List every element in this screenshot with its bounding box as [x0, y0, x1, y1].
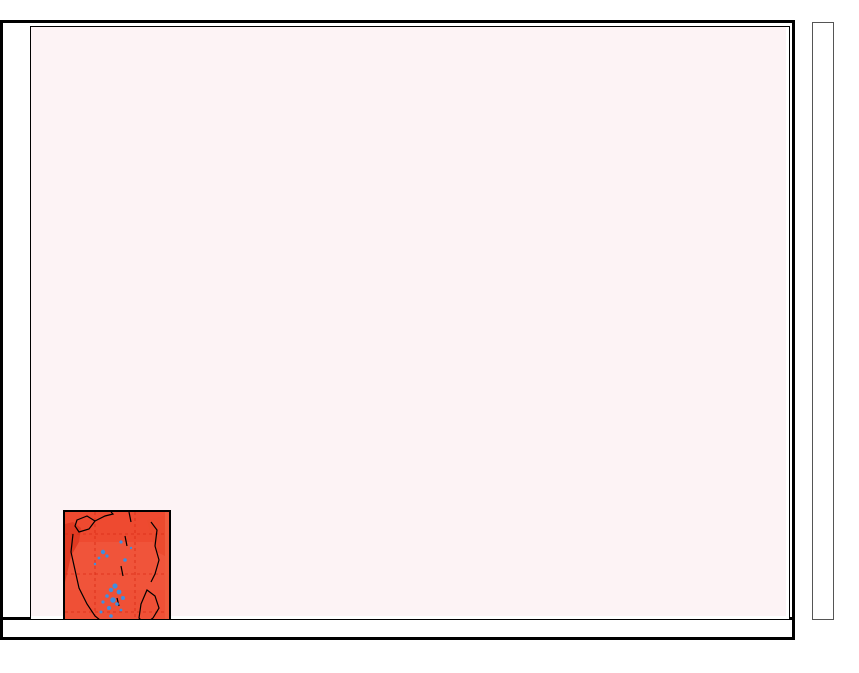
frame-left-rule	[0, 20, 3, 640]
frame-top-rule	[0, 20, 795, 23]
inset-canvas	[65, 512, 165, 619]
frame-footer-rule	[0, 637, 795, 640]
south-china-sea-inset[interactable]	[63, 510, 171, 619]
colorbar[interactable]	[812, 22, 834, 620]
map-plot-area[interactable]	[30, 26, 790, 620]
frame-right-rule	[792, 20, 795, 640]
